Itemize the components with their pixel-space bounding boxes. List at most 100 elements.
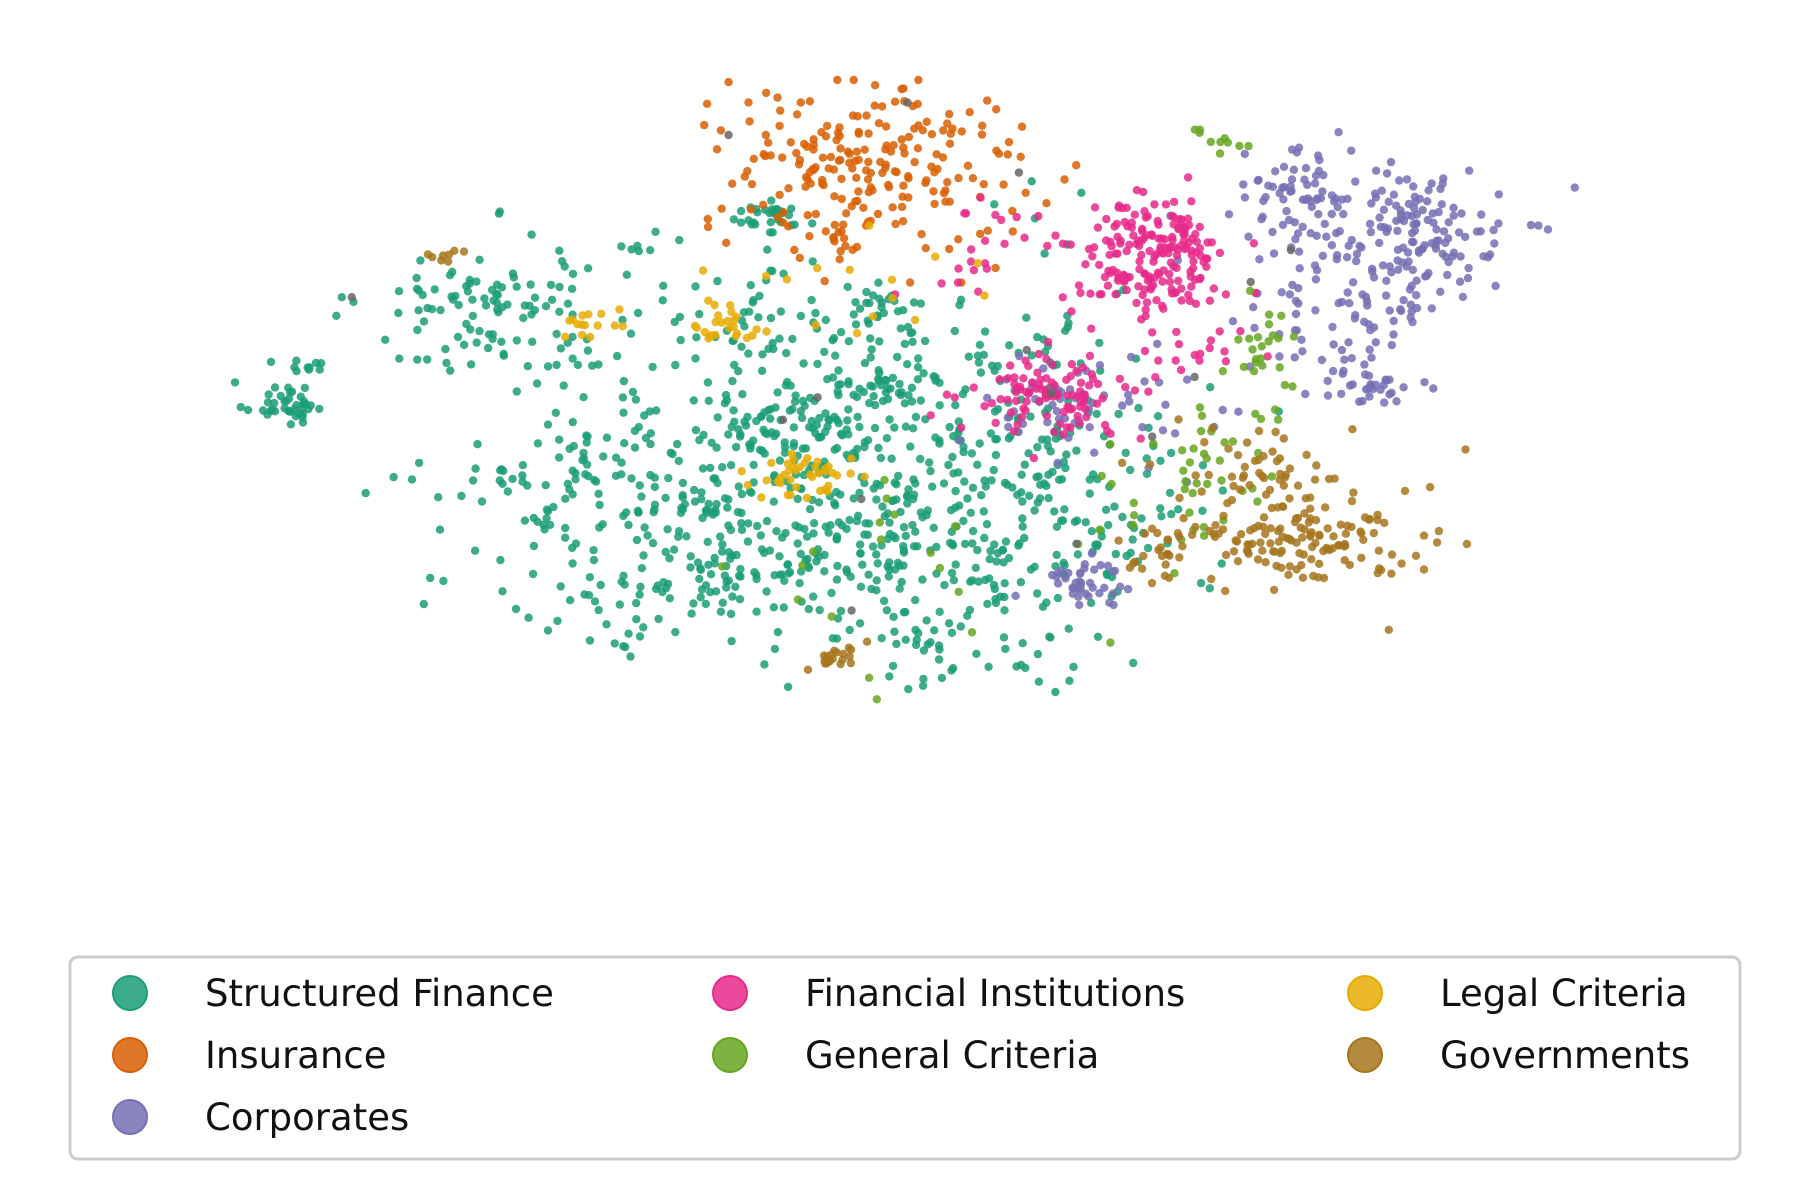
scatter-point — [1048, 400, 1057, 410]
scatter-point — [872, 586, 881, 595]
scatter-point — [518, 471, 527, 480]
scatter-point — [945, 197, 954, 206]
scatter-point — [803, 211, 812, 220]
scatter-point — [1163, 535, 1173, 544]
scatter-point — [306, 401, 315, 410]
scatter-point — [1123, 584, 1133, 594]
scatter-point — [698, 464, 708, 473]
scatter-point — [1304, 518, 1314, 527]
scatter-point — [766, 313, 776, 323]
scatter-point — [904, 132, 914, 142]
scatter-point — [1145, 460, 1155, 469]
scatter-point — [1088, 252, 1097, 261]
scatter-point — [654, 614, 663, 624]
scatter-point — [394, 308, 403, 318]
scatter-point — [1269, 249, 1279, 258]
scatter-point — [922, 117, 931, 127]
scatter-point — [567, 284, 577, 293]
scatter-point — [900, 399, 910, 408]
scatter-point — [707, 438, 716, 447]
scatter-point — [919, 369, 928, 378]
scatter-point — [412, 273, 421, 283]
scatter-point — [802, 493, 812, 503]
scatter-point — [1245, 480, 1254, 490]
scatter-point — [1134, 403, 1143, 413]
scatter-point — [1462, 539, 1472, 549]
scatter-point — [778, 415, 788, 424]
scatter-point — [728, 592, 737, 601]
scatter-point — [697, 495, 706, 504]
scatter-point — [781, 528, 790, 538]
scatter-point — [1072, 516, 1082, 525]
scatter-point — [1043, 418, 1052, 427]
scatter-point — [676, 508, 686, 518]
scatter-point — [1120, 277, 1129, 287]
scatter-point — [439, 576, 448, 586]
scatter-point — [1253, 333, 1263, 342]
scatter-point — [1077, 188, 1086, 197]
scatter-point — [1318, 251, 1328, 260]
scatter-point — [926, 466, 935, 476]
scatter-point — [877, 634, 886, 643]
scatter-point — [423, 250, 433, 259]
scatter-point — [1439, 227, 1449, 236]
scatter-point — [889, 612, 898, 622]
scatter-point — [775, 474, 785, 483]
scatter-point — [1168, 232, 1177, 242]
scatter-point — [868, 542, 878, 551]
scatter-point — [695, 574, 704, 584]
scatter-point — [844, 377, 853, 386]
scatter-point — [980, 533, 989, 543]
scatter-point — [911, 412, 921, 422]
scatter-point — [1095, 260, 1104, 270]
scatter-point — [809, 592, 818, 601]
scatter-point — [496, 555, 505, 565]
scatter-point — [749, 460, 758, 470]
scatter-point — [968, 174, 978, 183]
scatter-point — [1356, 527, 1365, 536]
scatter-point — [1132, 239, 1141, 249]
legend-marker — [1347, 1037, 1383, 1073]
scatter-point — [991, 450, 1001, 460]
scatter-point — [243, 405, 253, 415]
scatter-point — [836, 144, 845, 153]
scatter-point — [1312, 461, 1321, 470]
scatter-point — [1042, 354, 1051, 364]
scatter-point — [1229, 547, 1239, 556]
scatter-point — [1285, 290, 1295, 299]
scatter-point — [1042, 598, 1051, 607]
scatter-point — [980, 402, 989, 411]
scatter-point — [682, 532, 691, 541]
scatter-point — [628, 387, 638, 397]
scatter-point — [759, 150, 768, 159]
scatter-point — [832, 487, 841, 497]
scatter-point — [814, 498, 824, 507]
scatter-point — [618, 393, 628, 402]
scatter-point — [900, 339, 910, 349]
scatter-point — [1064, 624, 1073, 633]
scatter-point — [1093, 632, 1103, 641]
scatter-point — [999, 180, 1008, 189]
scatter-point — [1275, 454, 1285, 463]
scatter-point — [946, 129, 955, 138]
scatter-point — [1095, 525, 1104, 534]
scatter-point — [1418, 244, 1427, 253]
scatter-point — [512, 336, 521, 345]
scatter-point — [1287, 175, 1297, 184]
scatter-point — [1344, 241, 1353, 250]
scatter-point — [1063, 323, 1073, 332]
scatter-point — [1003, 395, 1012, 405]
scatter-point — [543, 362, 553, 371]
scatter-point — [1352, 249, 1362, 259]
scatter-point — [1277, 288, 1286, 297]
scatter-point — [1172, 327, 1181, 337]
scatter-point — [520, 301, 529, 310]
scatter-point — [1403, 248, 1413, 257]
scatter-point — [904, 174, 913, 183]
scatter-point — [884, 182, 894, 192]
scatter-point — [1301, 494, 1311, 503]
scatter-point — [468, 311, 478, 321]
scatter-point — [1377, 186, 1387, 195]
scatter-point — [903, 98, 912, 107]
scatter-point — [1169, 262, 1178, 271]
